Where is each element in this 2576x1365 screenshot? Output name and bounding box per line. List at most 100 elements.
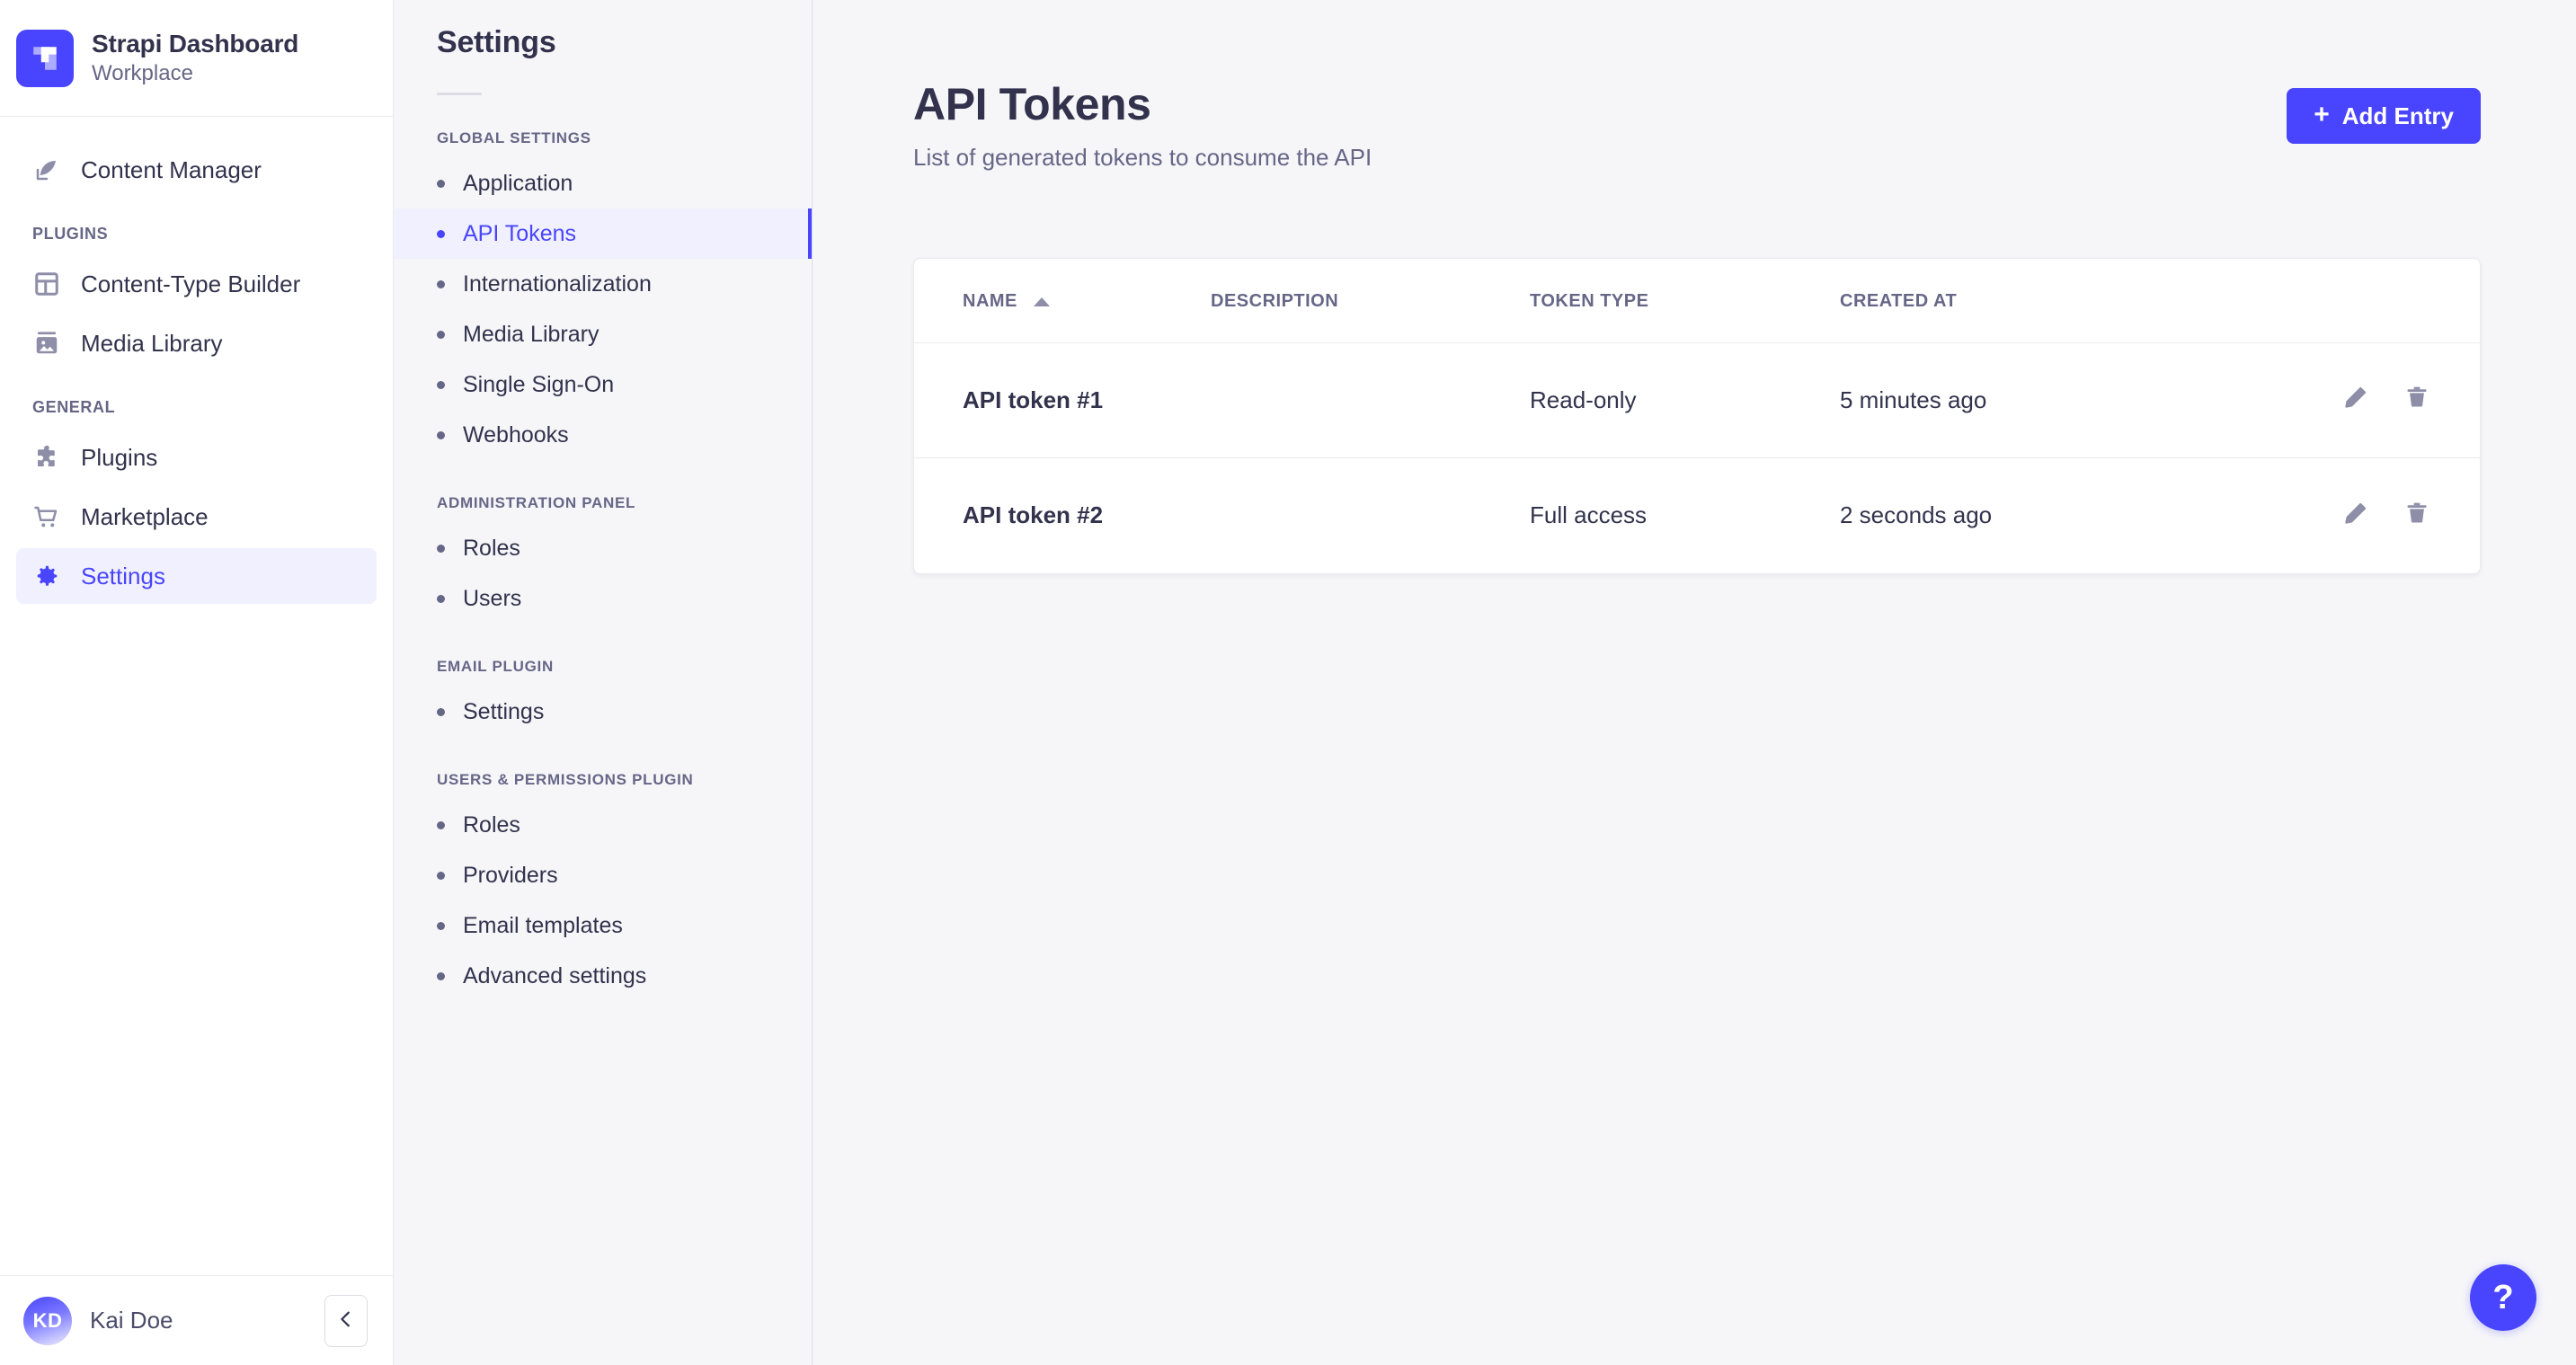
settings-link-label: API Tokens (463, 220, 577, 246)
bullet-icon (437, 594, 445, 603)
sidebar-nav: Content Manager PLUGINS Content-Type Bui… (0, 117, 393, 1275)
settings-group-global: GLOBAL SETTINGS Application API Tokens I… (394, 129, 812, 460)
delete-row-button[interactable] (2403, 385, 2431, 413)
help-button[interactable]: ? (2470, 1264, 2536, 1331)
sidebar-item-label: Content-Type Builder (81, 270, 301, 297)
pencil-icon (2343, 501, 2368, 528)
settings-group-label: ADMINISTRATION PANEL (437, 494, 636, 511)
column-header-token-type[interactable]: TOKEN TYPE (1530, 259, 1840, 343)
cell-created-at: 5 minutes ago (1840, 386, 1987, 413)
cell-created-at: 2 seconds ago (1840, 457, 2210, 573)
settings-divider (437, 93, 482, 95)
avatar[interactable]: KD (23, 1296, 72, 1345)
add-entry-button[interactable]: + Add Entry (2287, 88, 2481, 144)
table-head: NAME DESCRIPTION TOKEN TYPE CREATED AT (914, 259, 2480, 343)
bullet-icon (437, 820, 445, 829)
settings-group-label: EMAIL PLUGIN (437, 658, 554, 675)
bullet-icon (437, 871, 445, 880)
add-entry-label: Add Entry (2341, 102, 2454, 129)
settings-link-up-roles[interactable]: Roles (394, 800, 812, 850)
delete-row-button[interactable] (2403, 500, 2431, 528)
settings-link-label: Roles (463, 811, 520, 838)
settings-link-email-settings[interactable]: Settings (394, 687, 812, 737)
settings-link-up-advanced-settings[interactable]: Advanced settings (394, 951, 812, 1001)
api-tokens-table: NAME DESCRIPTION TOKEN TYPE CREATED AT A… (914, 259, 2480, 573)
settings-link-label: Webhooks (463, 421, 569, 448)
settings-link-label: Media Library (463, 321, 600, 347)
cell-actions (2210, 457, 2480, 573)
edit-row-button[interactable] (2341, 500, 2370, 528)
bullet-icon (437, 229, 445, 238)
settings-link-admin-users[interactable]: Users (394, 573, 812, 624)
sidebar-item-content-type-builder[interactable]: Content-Type Builder (16, 256, 377, 312)
settings-link-admin-roles[interactable]: Roles (394, 523, 812, 573)
column-header-name[interactable]: NAME (914, 259, 1211, 343)
column-header-created-at[interactable]: CREATED AT (1840, 259, 2210, 343)
sidebar-user-footer: KD Kai Doe (0, 1275, 393, 1365)
gear-icon (32, 562, 61, 590)
settings-link-label: Internationalization (463, 270, 652, 297)
settings-link-up-email-templates[interactable]: Email templates (394, 900, 812, 951)
table-row[interactable]: API token #2 Full access 2 seconds ago (914, 457, 2480, 573)
column-header-description[interactable]: DESCRIPTION (1211, 259, 1530, 343)
settings-link-up-providers[interactable]: Providers (394, 850, 812, 900)
user-name: Kai Doe (90, 1307, 173, 1334)
sidebar-item-media-library[interactable]: Media Library (16, 315, 377, 371)
settings-link-media-library[interactable]: Media Library (394, 309, 812, 359)
bullet-icon (437, 330, 445, 339)
strapi-logo-icon (16, 29, 74, 87)
settings-link-webhooks[interactable]: Webhooks (394, 410, 812, 460)
chevron-left-icon (336, 1309, 356, 1332)
bullet-icon (437, 279, 445, 288)
sidebar-item-label: Settings (81, 562, 165, 589)
puzzle-icon (32, 443, 61, 472)
caret-up-icon[interactable] (1033, 297, 1050, 306)
settings-group-label: GLOBAL SETTINGS (437, 129, 591, 146)
plus-icon: + (2314, 100, 2330, 129)
bullet-icon (437, 544, 445, 553)
bullet-icon (437, 971, 445, 980)
cell-description (1211, 343, 1530, 458)
settings-group-label: USERS & PERMISSIONS PLUGIN (437, 771, 694, 788)
sidebar-item-marketplace[interactable]: Marketplace (16, 489, 377, 545)
settings-group-administration: ADMINISTRATION PANEL Roles Users (394, 494, 812, 624)
table-body: API token #1 Read-only 5 minutes ago (914, 343, 2480, 573)
sidebar-item-label: Plugins (81, 443, 158, 471)
bullet-icon (437, 707, 445, 716)
page-subtitle: List of generated tokens to consume the … (913, 144, 1372, 171)
settings-link-internationalization[interactable]: Internationalization (394, 259, 812, 309)
brand-header[interactable]: Strapi Dashboard Workplace (0, 0, 393, 117)
table-header-row: NAME DESCRIPTION TOKEN TYPE CREATED AT (914, 259, 2480, 343)
sidebar-section-plugins-label: PLUGINS (32, 225, 109, 243)
settings-group-users-permissions: USERS & PERMISSIONS PLUGIN Roles Provide… (394, 771, 812, 1001)
settings-subnav: Settings GLOBAL SETTINGS Application API… (394, 0, 813, 1365)
sidebar-item-settings[interactable]: Settings (16, 548, 377, 604)
sidebar-item-content-manager[interactable]: Content Manager (16, 142, 377, 198)
sidebar-collapse-button[interactable] (324, 1294, 368, 1347)
sidebar-item-plugins[interactable]: Plugins (16, 430, 377, 485)
trash-icon (2404, 385, 2429, 412)
table-row[interactable]: API token #1 Read-only 5 minutes ago (914, 343, 2480, 458)
cell-description (1211, 457, 1530, 573)
settings-link-label: Roles (463, 535, 520, 561)
sidebar-item-label: Marketplace (81, 502, 209, 530)
feather-icon (32, 155, 61, 184)
main-sidebar: Strapi Dashboard Workplace Content Manag… (0, 0, 394, 1365)
cell-name: API token #2 (914, 457, 1211, 573)
main-content: API Tokens List of generated tokens to c… (813, 0, 2576, 1365)
shopping-cart-icon (32, 502, 61, 531)
settings-link-api-tokens[interactable]: API Tokens (394, 208, 812, 259)
cell-token-type: Full access (1530, 457, 1840, 573)
settings-link-application[interactable]: Application (394, 158, 812, 208)
cell-actions (2210, 343, 2480, 458)
settings-link-label: Application (463, 170, 573, 196)
settings-link-label: Settings (463, 698, 545, 724)
settings-link-single-sign-on[interactable]: Single Sign-On (394, 359, 812, 410)
pencil-icon (2343, 385, 2368, 412)
settings-group-email-plugin: EMAIL PLUGIN Settings (394, 658, 812, 737)
image-icon (32, 329, 61, 358)
brand-title: Strapi Dashboard (92, 30, 299, 58)
edit-row-button[interactable] (2341, 385, 2370, 413)
settings-panel-title: Settings (437, 25, 556, 59)
